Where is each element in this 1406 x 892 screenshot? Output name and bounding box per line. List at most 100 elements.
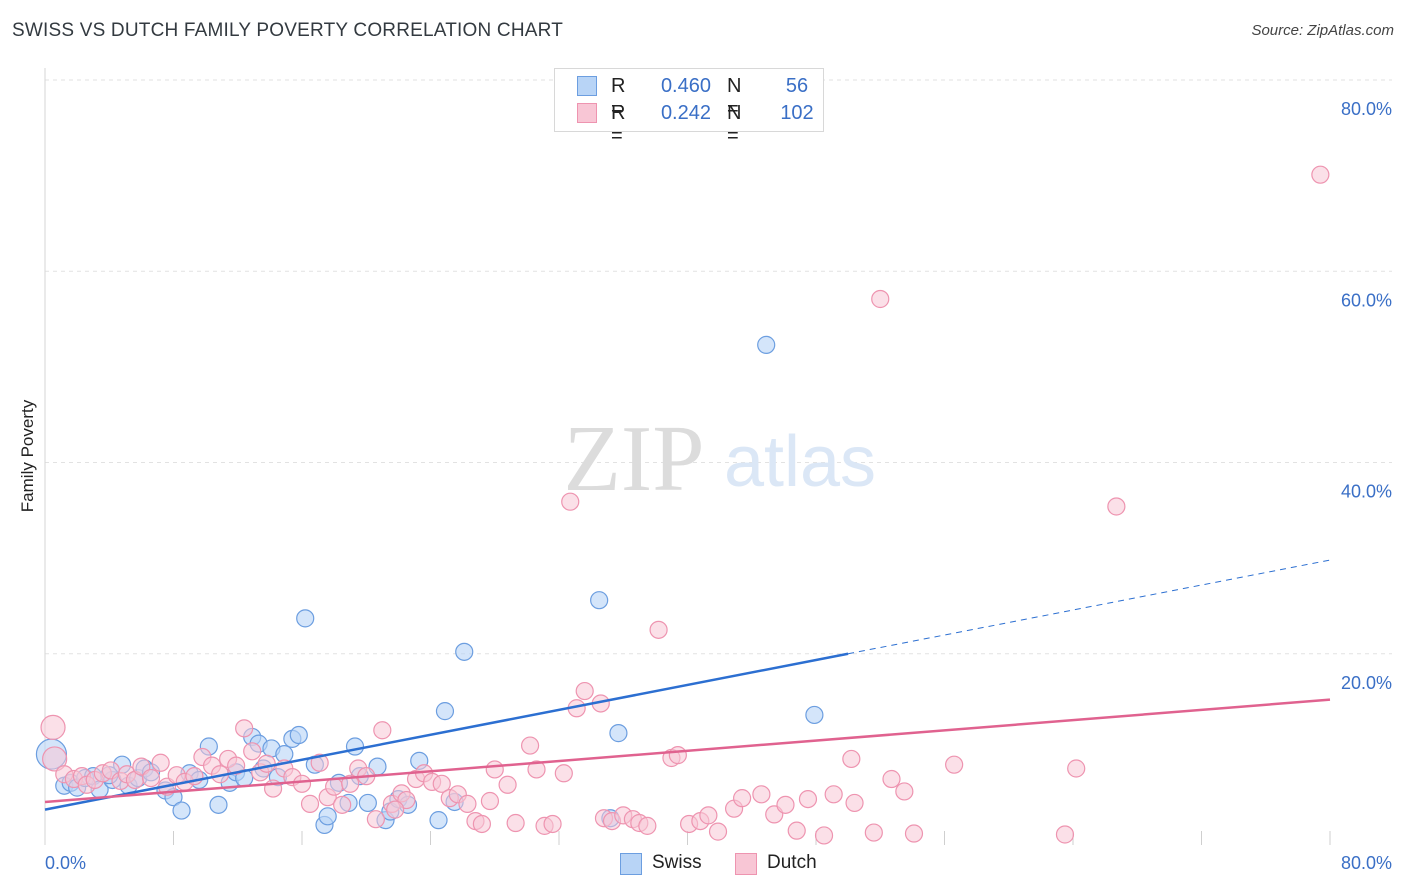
chart-title: SWISS VS DUTCH FAMILY POVERTY CORRELATIO…: [12, 20, 564, 41]
dutch-points: [40, 165, 1330, 845]
legend-swiss-n: 56: [785, 75, 809, 97]
swiss-point: [590, 591, 609, 610]
grid-lines: [45, 79, 1392, 655]
y-tick-label: 20.0%: [1341, 673, 1392, 693]
watermark-atlas: atlas: [724, 422, 876, 502]
legend-dutch-r: 0.242: [660, 102, 711, 124]
stats-legend: R = 0.460 N = 56 R = 0.242 N = 102: [554, 68, 824, 147]
dutch-point: [333, 795, 352, 814]
swiss-point: [345, 737, 365, 756]
dutch-point: [485, 760, 504, 779]
dutch-point: [257, 754, 276, 773]
swiss-point: [209, 795, 228, 814]
swiss-trend-line: [44, 652, 849, 811]
swiss-point: [429, 811, 448, 830]
dutch-point: [432, 774, 451, 793]
dutch-point: [776, 795, 795, 814]
dutch-point: [787, 821, 806, 840]
dutch-point: [243, 742, 262, 761]
dutch-point: [1067, 759, 1086, 778]
dutch-legend-swatch: [735, 853, 757, 875]
dutch-point: [649, 620, 668, 639]
legend-r-label: R =: [611, 102, 626, 147]
dutch-point: [341, 774, 360, 793]
legend-r-label: R =: [611, 75, 626, 120]
dutch-point: [310, 753, 329, 772]
legend-n-label: N =: [727, 102, 742, 147]
legend-n-label: N =: [727, 75, 742, 120]
dutch-point: [814, 826, 834, 845]
tick-labels: 20.0% 40.0% 60.0% 80.0% 0.0% 80.0%: [45, 99, 1392, 873]
dutch-point: [1107, 497, 1126, 516]
dutch-point: [325, 777, 344, 796]
dutch-point: [895, 782, 914, 801]
swiss-legend-label: Swiss: [652, 852, 702, 873]
dutch-point: [366, 810, 385, 829]
dutch-point: [708, 822, 728, 841]
dutch-trend-line: [44, 698, 1331, 804]
dutch-point: [386, 800, 405, 819]
source-label: Source: ZipAtlas.com: [1251, 22, 1394, 39]
dutch-point: [945, 755, 964, 774]
watermark-zip: ZIP: [564, 407, 705, 511]
swiss-point: [455, 642, 474, 661]
dutch-point: [1311, 165, 1330, 184]
dutch-point: [458, 794, 477, 813]
dutch-point: [506, 813, 525, 833]
swiss-point: [172, 801, 191, 820]
y-tick-label: 60.0%: [1341, 290, 1392, 310]
dutch-point: [543, 814, 562, 834]
dutch-point: [498, 775, 517, 794]
x-tick-label: 0.0%: [45, 853, 86, 873]
dutch-point: [733, 789, 752, 808]
dutch-point: [824, 785, 843, 804]
legend-dutch-n: 102: [780, 102, 814, 124]
dutch-point: [752, 785, 771, 804]
legend-swiss-r: 0.460: [660, 75, 711, 97]
swiss-trend-extension: [848, 559, 1331, 655]
series-legend: Swiss Dutch: [0, 852, 1406, 878]
dutch-point: [141, 768, 161, 788]
y-tick-label: 40.0%: [1341, 482, 1392, 502]
swiss-point: [435, 702, 455, 721]
dutch-point: [798, 789, 818, 809]
dutch-swatch: [577, 103, 597, 123]
dutch-point: [40, 714, 66, 740]
swiss-point: [318, 807, 337, 826]
dutch-point: [871, 289, 890, 309]
x-tick-label: 80.0%: [1341, 853, 1392, 873]
dutch-point: [480, 791, 500, 811]
swiss-swatch: [577, 76, 597, 96]
swiss-point: [757, 335, 776, 354]
dutch-point: [842, 749, 861, 769]
dutch-point: [1055, 825, 1075, 844]
dutch-point: [864, 823, 883, 842]
dutch-point: [373, 721, 392, 740]
dutch-point: [554, 764, 573, 783]
dutch-point: [300, 794, 320, 813]
swiss-legend-swatch: [620, 853, 642, 875]
dutch-point: [472, 814, 491, 834]
swiss-point: [296, 609, 315, 628]
dutch-point: [151, 753, 170, 772]
dutch-point: [520, 736, 540, 755]
swiss-point: [609, 724, 628, 743]
y-tick-label: 80.0%: [1341, 99, 1392, 119]
dutch-point: [575, 681, 594, 701]
swiss-point: [289, 725, 308, 745]
dutch-point: [668, 746, 687, 765]
swiss-point: [805, 705, 824, 725]
dutch-point: [699, 806, 718, 825]
dutch-point: [292, 774, 312, 793]
dutch-point: [227, 756, 246, 775]
dutch-point: [904, 824, 924, 843]
dutch-point: [235, 719, 254, 738]
swiss-point: [358, 793, 377, 813]
dutch-point: [527, 760, 546, 779]
dutch-point: [561, 492, 580, 511]
dutch-point: [638, 816, 657, 835]
dutch-point: [845, 793, 864, 813]
trend-lines: [44, 559, 1331, 811]
dutch-point: [882, 769, 901, 789]
